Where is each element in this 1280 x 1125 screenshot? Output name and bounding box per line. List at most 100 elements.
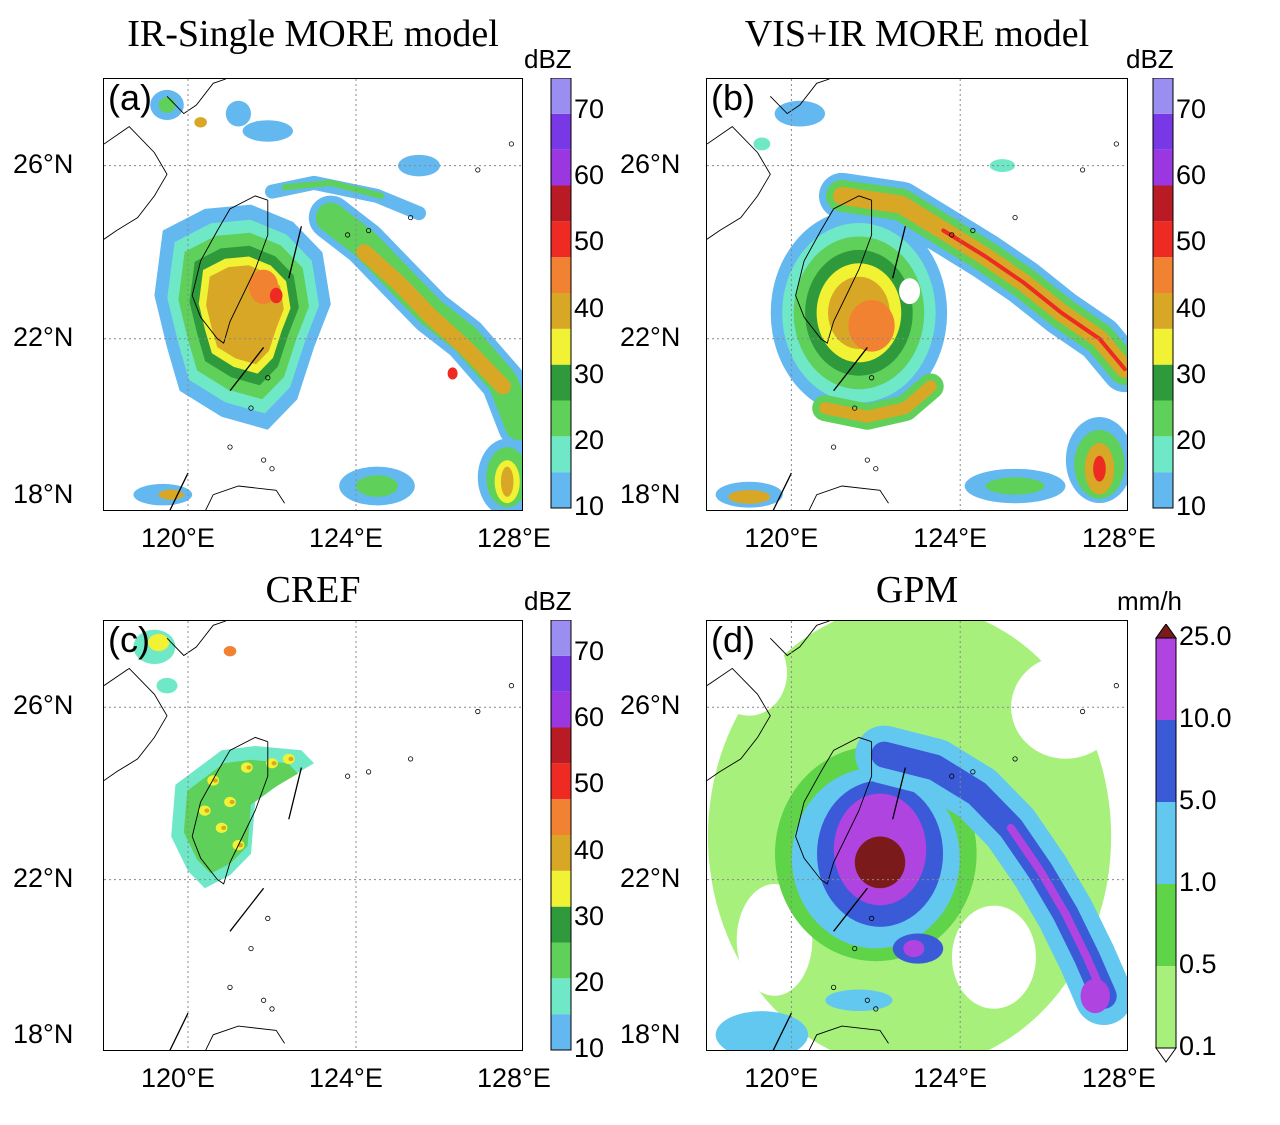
colorbar-unit: dBZ (1126, 44, 1174, 74)
panel-label: (a) (108, 78, 152, 118)
reflectivity-cell (158, 489, 184, 500)
island-outline (248, 945, 254, 952)
y-tick-label: 18°N (13, 1019, 74, 1049)
reflectivity-cell (288, 756, 294, 762)
track-segment (833, 347, 868, 392)
island-outline (1079, 167, 1086, 173)
map-canvas (104, 79, 522, 510)
colorbar-graphic (550, 77, 572, 509)
island-outline (1012, 214, 1018, 221)
map-canvas (707, 621, 1127, 1050)
reflectivity-cell (728, 489, 771, 504)
colorbar-unit: dBZ (524, 44, 572, 74)
track-segment (833, 887, 868, 932)
x-tick-label: 120°E (744, 1063, 819, 1093)
y-tick-label: 18°N (13, 479, 74, 509)
island-outline (873, 466, 879, 472)
colorbar-graphic (550, 619, 572, 1051)
china-coastline (707, 126, 771, 240)
colorbar-tick: 60 (574, 702, 605, 733)
colorbar-segment (1153, 257, 1173, 293)
precip-cell (1080, 978, 1110, 1014)
colorbar-tick: 30 (1176, 358, 1207, 389)
island-outline (508, 683, 514, 689)
china-coastline-north (769, 79, 830, 115)
x-tick-label: 120°E (141, 523, 215, 553)
track-segment (288, 226, 303, 279)
precip-max (854, 836, 906, 889)
colorbar-tick: 70 (574, 94, 605, 125)
island-outline (1113, 683, 1119, 689)
y-tick-label: 22°N (620, 321, 681, 352)
china-coastline-north (166, 621, 226, 657)
colorbar-segment (551, 727, 571, 764)
precip-cell (825, 989, 893, 1012)
colorbar-segment (1153, 472, 1173, 508)
colorbar-tick: 50 (574, 768, 605, 799)
colorbar-tick: 70 (1176, 94, 1207, 125)
colorbar-segment (551, 691, 571, 728)
island-outline (345, 773, 351, 779)
colorbar-segment (551, 293, 571, 329)
field-layer (133, 629, 314, 889)
reflectivity-cell (246, 765, 252, 770)
colorbar-segment (1153, 400, 1173, 437)
colorbar-tick: 0.1 (1179, 1031, 1217, 1061)
colorbar-segment (1156, 638, 1176, 720)
colorbar-tick: 20 (574, 966, 605, 997)
y-tick-label: 26°N (620, 148, 681, 179)
map-canvas (104, 621, 522, 1050)
colorbar-over-arrow (1155, 623, 1177, 639)
reflectivity-cell (194, 117, 207, 128)
island-outline (1012, 756, 1018, 762)
colorbar-tick: 30 (574, 358, 605, 389)
island-outline (868, 915, 875, 921)
x-tick-label: 128°E (1082, 1063, 1156, 1093)
track-segment (288, 767, 303, 820)
track-segment (169, 1012, 189, 1050)
colorbar-segment (551, 78, 571, 114)
reflectivity-cell (447, 367, 458, 380)
colorbar-segment (551, 655, 571, 692)
panel-title: VIS+IR MORE model (744, 13, 1090, 55)
colorbar-segment (1153, 328, 1173, 365)
colorbar-segment (1153, 364, 1173, 401)
field-layer (715, 100, 1127, 508)
map-canvas (707, 79, 1127, 510)
colorbar-segment (551, 763, 571, 800)
precip-gap (711, 629, 787, 716)
colorbar-segment (551, 364, 571, 401)
x-tick-label: 124°E (309, 1063, 383, 1093)
typhoon-eye (899, 278, 921, 305)
china-coastline (104, 126, 168, 240)
colorbar-segment (1156, 884, 1176, 966)
island-outline (831, 444, 837, 450)
reflectivity-cell (985, 477, 1045, 495)
china-coastline (707, 667, 771, 781)
map-panel-a: (a) (103, 78, 523, 511)
map-overlay (707, 79, 1127, 510)
colorbar-tick: 5.0 (1179, 785, 1217, 815)
colorbar-segment (1153, 221, 1173, 258)
island-outline (970, 227, 976, 234)
y-tick-label: 26°N (13, 690, 74, 721)
track-segment (229, 887, 265, 932)
reflectivity-cell (1093, 455, 1106, 482)
colorbar-tick: 70 (574, 636, 605, 667)
track-segment (892, 226, 906, 279)
colorbar-tick: 25.0 (1179, 621, 1232, 651)
colorbar-tick: 20 (574, 424, 605, 455)
panel-label: (d) (711, 620, 755, 660)
colorbar-tick: 20 (1176, 424, 1207, 455)
rainband (819, 380, 937, 423)
y-tick-label: 22°N (13, 862, 74, 893)
panel-label: (b) (711, 78, 755, 118)
x-tick-label: 120°E (744, 523, 819, 553)
x-tick-label: 128°E (477, 523, 551, 553)
map-overlay (104, 621, 522, 1050)
colorbar-tick: 40 (574, 834, 605, 865)
track-segment (772, 472, 792, 510)
map-overlay (707, 621, 1127, 1050)
reflectivity-cell (229, 799, 235, 805)
colorbar-tick: 30 (574, 900, 605, 931)
